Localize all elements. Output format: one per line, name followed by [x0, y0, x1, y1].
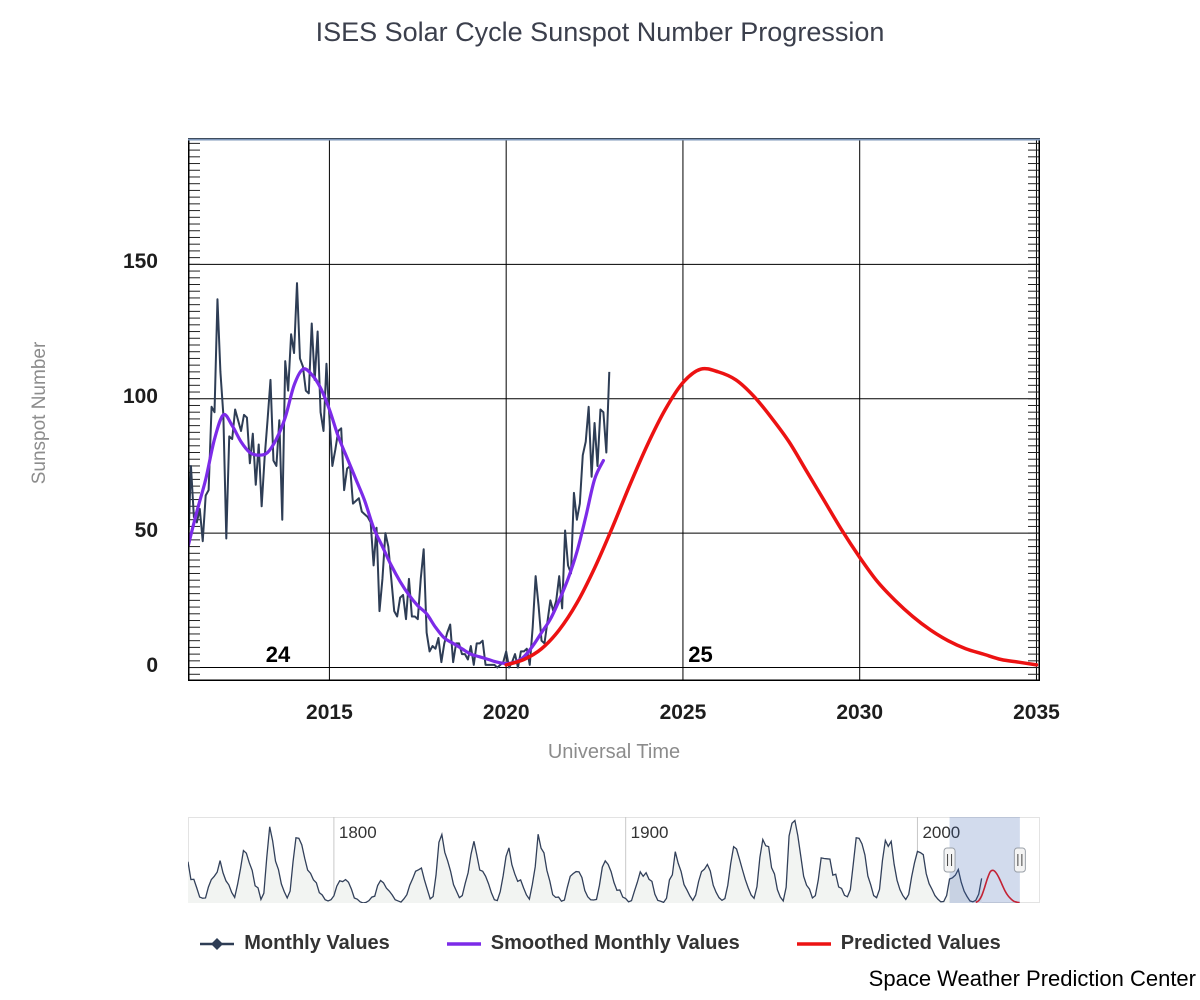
solar-cycle-number-labels: 24 25 — [266, 642, 713, 667]
x-axis-tick-label: 2035 — [1013, 701, 1060, 724]
legend-item-predicted-values[interactable]: Predicted Values — [796, 932, 1001, 955]
x-axis-tick-label: 2025 — [659, 701, 707, 724]
plot-border — [188, 138, 1040, 681]
navigator-left-handle[interactable] — [943, 847, 956, 873]
legend-label-monthly-values: Monthly Values — [244, 932, 390, 954]
smoothed-monthly-values-marker-icon — [446, 941, 481, 946]
navigator-selected-range[interactable] — [949, 817, 1020, 903]
predicted-values-marker-icon — [796, 941, 831, 946]
navigator-gridlines-and-labels: 1800 1900 2000 — [333, 817, 960, 903]
chart-title: ISES Solar Cycle Sunspot Number Progress… — [315, 17, 885, 47]
navigator-predicted-series — [975, 869, 1020, 903]
main-gridlines — [188, 138, 1040, 681]
svg-text:25: 25 — [688, 642, 712, 667]
monthly-values-series — [188, 282, 611, 669]
monthly-values-marker-icon — [200, 937, 235, 950]
svg-text:1800: 1800 — [339, 823, 377, 842]
y-axis-tick-label: 150 — [122, 250, 158, 274]
svg-text:1900: 1900 — [631, 823, 669, 842]
y-axis-title: Sunspot Number — [29, 341, 50, 485]
navigator-range-selector[interactable]: 1800 1900 2000 — [188, 817, 1040, 903]
svg-text:24: 24 — [266, 642, 291, 667]
navigator-yearly-series — [188, 819, 983, 903]
y-axis-minor-ticks — [188, 142, 1040, 681]
x-axis-title: Universal Time — [547, 741, 681, 763]
legend-label-smoothed-monthly-values: Smoothed Monthly Values — [490, 932, 740, 954]
legend-item-smoothed-monthly-values[interactable]: Smoothed Monthly Values — [446, 932, 740, 955]
credit-text: Space Weather Prediction Center — [868, 966, 1196, 991]
y-axis-tick-label: 0 — [146, 653, 158, 677]
x-axis-tick-label: 2015 — [306, 701, 353, 724]
svg-text:2000: 2000 — [922, 823, 960, 842]
x-axis-tick-label: 2030 — [836, 701, 884, 724]
legend-label-predicted-values: Predicted Values — [840, 932, 1001, 954]
navigator-right-handle[interactable] — [1013, 847, 1026, 873]
smoothed-monthly-values-series — [188, 367, 605, 666]
main-chart-plot-area[interactable]: 24 25 — [188, 138, 1040, 681]
predicted-values-series — [504, 366, 1039, 667]
legend-item-monthly-values[interactable]: Monthly Values — [199, 932, 390, 955]
chart-legend: Monthly Values Smoothed Monthly Values P… — [0, 932, 1200, 955]
y-axis-tick-label: 100 — [122, 384, 158, 408]
x-axis-tick-label: 2020 — [482, 701, 530, 724]
y-axis-tick-label: 50 — [134, 519, 158, 543]
